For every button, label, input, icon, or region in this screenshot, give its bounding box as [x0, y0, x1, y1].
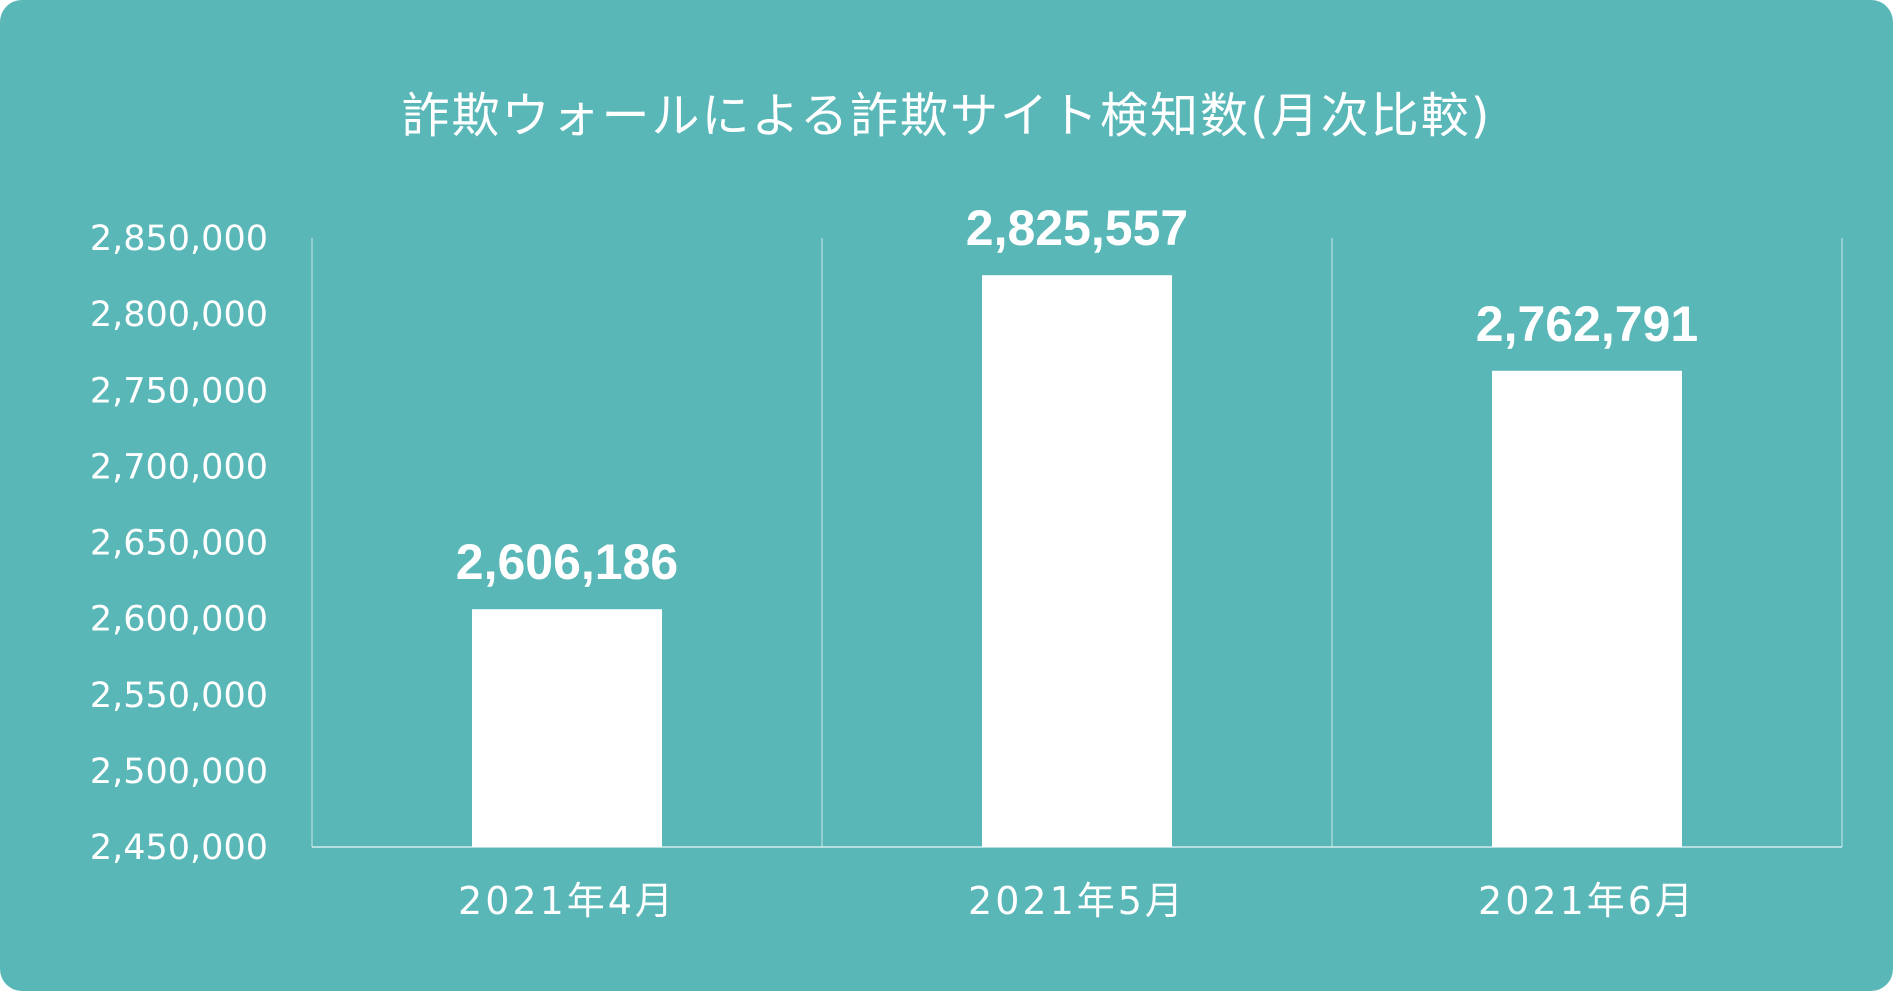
- y-tick-label: 2,500,000: [90, 752, 268, 792]
- x-tick-label: 2021年5月: [968, 879, 1186, 923]
- chart-title: 詐欺ウォールによる詐欺サイト検知数(月次比較): [401, 88, 1492, 144]
- y-tick-label: 2,850,000: [90, 219, 268, 259]
- data-label: 2,762,791: [1476, 296, 1698, 352]
- data-label: 2,606,186: [456, 534, 678, 590]
- bar: [1492, 370, 1682, 847]
- bar: [982, 275, 1172, 847]
- x-tick-label: 2021年4月: [458, 879, 676, 923]
- y-tick-label: 2,550,000: [90, 676, 268, 716]
- bar: [472, 609, 662, 847]
- y-tick-label: 2,650,000: [90, 524, 268, 564]
- y-tick-label: 2,600,000: [90, 600, 268, 640]
- y-tick-label: 2,450,000: [90, 828, 268, 868]
- y-tick-label: 2,750,000: [90, 371, 268, 411]
- y-tick-label: 2,700,000: [90, 447, 268, 487]
- data-label: 2,825,557: [966, 200, 1188, 256]
- x-tick-label: 2021年6月: [1478, 879, 1696, 923]
- y-tick-label: 2,800,000: [90, 295, 268, 335]
